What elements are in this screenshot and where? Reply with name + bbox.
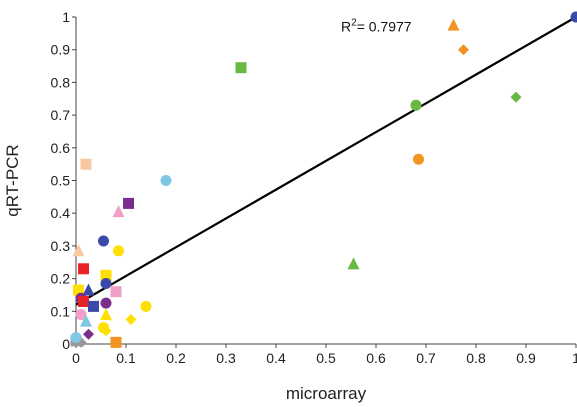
x-tick-label: 0.1	[116, 350, 136, 366]
y-tick-label: 0.1	[51, 303, 71, 319]
chart-tick-labels: 0 0.1 0.2 0.3 0.4 0.5 0.6 0.7 0.8 0.9 1 0 0.1 0.2 0.3 0…	[51, 9, 577, 366]
x-tick-label: 0.5	[316, 350, 336, 366]
x-tick-label: 0.4	[266, 350, 286, 366]
y-tick-label: 0	[62, 336, 70, 352]
y-tick-label: 0.6	[51, 140, 71, 156]
r-squared-prefix: R	[341, 19, 351, 35]
data-point-circle	[413, 153, 424, 165]
data-points	[70, 11, 577, 348]
data-point-square	[100, 269, 112, 281]
r-squared-annotation: R2= 0.7977	[341, 18, 412, 35]
y-tick-label: 0.5	[51, 173, 71, 189]
data-point-square	[123, 197, 134, 209]
x-tick-label: 0.7	[416, 350, 436, 366]
y-tick-label: 1	[62, 9, 70, 25]
y-axis-title: qRT-PCR	[3, 144, 22, 216]
y-tick-label: 0.3	[51, 238, 71, 254]
y-tick-label: 0.7	[51, 107, 71, 123]
data-point-circle	[100, 278, 112, 290]
data-point-diamond	[510, 91, 522, 103]
y-tick-label: 0.8	[51, 74, 71, 90]
data-point-circle	[75, 309, 87, 321]
y-tick-label: 0.9	[51, 42, 71, 58]
chart-axes	[75, 17, 576, 345]
x-axis-title: microarray	[286, 384, 367, 403]
r-squared-superscript: 2	[351, 18, 357, 29]
data-point-diamond	[83, 328, 94, 340]
data-point-circle	[100, 297, 112, 309]
y-tick-label: 0.4	[51, 205, 71, 221]
data-point-diamond	[458, 44, 469, 56]
data-point-diamond	[125, 313, 137, 325]
x-tick-label: 0.6	[366, 350, 386, 366]
x-tick-label: 0.2	[166, 350, 186, 366]
y-tick-label: 0.2	[51, 271, 71, 287]
data-point-triangle	[112, 205, 125, 218]
data-point-square	[110, 336, 122, 348]
data-point-circle	[570, 11, 577, 23]
x-tick-label: 0.8	[466, 350, 486, 366]
data-point-circle	[410, 99, 422, 111]
data-point-square	[78, 295, 89, 307]
data-point-triangle	[347, 257, 360, 270]
data-point-circle	[70, 331, 82, 343]
data-point-diamond	[100, 325, 112, 337]
data-point-square	[78, 263, 89, 275]
trendline-layer	[75, 16, 577, 306]
data-point-circle	[160, 175, 172, 186]
data-point-triangle	[80, 314, 92, 327]
trendline	[75, 16, 577, 306]
r-squared-value: = 0.7977	[357, 19, 412, 35]
data-point-square	[110, 286, 122, 298]
data-point-triangle	[447, 18, 460, 31]
data-point-circle	[140, 300, 152, 312]
x-tick-label: 0	[72, 350, 80, 366]
data-point-circle	[98, 235, 109, 247]
x-tick-label: 0.3	[216, 350, 236, 366]
data-point-square	[80, 158, 92, 170]
data-point-square	[235, 62, 247, 74]
data-point-triangle	[100, 308, 112, 321]
x-tick-label: 1	[572, 350, 577, 366]
data-point-triangle	[72, 244, 85, 257]
x-tick-label: 0.9	[516, 350, 536, 366]
data-point-circle	[113, 245, 124, 257]
data-point-square	[88, 300, 99, 312]
data-point-square	[73, 284, 84, 296]
data-point-triangle	[82, 283, 95, 296]
